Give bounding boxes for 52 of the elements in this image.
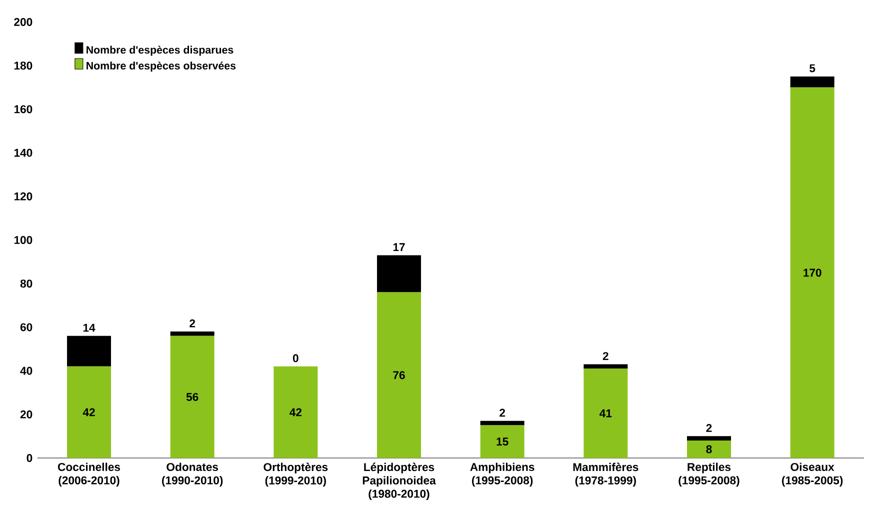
x-tick-label: Amphibiens (1995-2008)	[470, 462, 534, 487]
y-tick-label: 200	[14, 18, 32, 26]
y-tick-label: 140	[14, 148, 32, 157]
legend-label: Nombre d'espèces disparues	[86, 46, 234, 56]
bar	[170, 332, 214, 336]
bar	[170, 336, 214, 458]
y-tick-label: 160	[14, 105, 32, 114]
y-tick-label: 20	[20, 410, 32, 418]
x-tick-label: Lépidoptères Papilionoidea (1980-2010)	[362, 462, 436, 500]
x-tick-label: Oiseaux (1985-2005)	[782, 462, 843, 487]
bar	[790, 87, 834, 458]
legend-label: Nombre d'espèces observées	[86, 62, 236, 72]
x-tick-label: Odonates (1990-2010)	[162, 462, 223, 487]
bar	[584, 368, 628, 458]
data-label: 56	[186, 392, 198, 401]
y-tick-label: 100	[14, 236, 32, 244]
bar	[584, 364, 628, 369]
data-label: 8	[706, 445, 712, 454]
x-tick-label: Coccinelles (2006-2010)	[58, 462, 120, 487]
data-label: 42	[290, 408, 302, 416]
data-label: 2	[500, 408, 506, 417]
data-label: 41	[600, 409, 612, 418]
bar	[377, 292, 421, 458]
bar	[67, 366, 112, 458]
y-tick-label: 80	[20, 280, 32, 288]
data-label: 15	[496, 438, 508, 446]
x-tick-label: Mammifères (1978-1999)	[573, 462, 638, 487]
data-label: 42	[82, 408, 95, 416]
bar	[790, 76, 834, 88]
data-label: 5	[810, 64, 816, 72]
data-label: 17	[393, 243, 405, 251]
bar	[67, 336, 112, 366]
y-tick-label: 40	[20, 366, 32, 375]
x-tick-label: Orthoptères (1999-2010)	[264, 462, 328, 487]
y-tick-label: 180	[14, 62, 32, 70]
y-tick-label: 60	[20, 323, 32, 332]
y-tick-label: 0	[26, 454, 32, 462]
bar	[377, 255, 421, 292]
data-label: 170	[804, 268, 822, 277]
data-label: 2	[602, 352, 608, 360]
x-tick-label: Reptiles (1995-2008)	[678, 462, 740, 487]
bar	[480, 425, 524, 458]
bar	[480, 420, 524, 426]
data-label: 76	[393, 371, 405, 380]
data-label: 2	[706, 424, 712, 432]
y-tick-label: 120	[14, 192, 32, 200]
data-label: 14	[83, 324, 96, 332]
bar	[274, 366, 318, 458]
bar	[686, 440, 731, 458]
bar	[686, 436, 731, 441]
data-label: 2	[190, 319, 196, 328]
data-label: 0	[292, 354, 298, 362]
